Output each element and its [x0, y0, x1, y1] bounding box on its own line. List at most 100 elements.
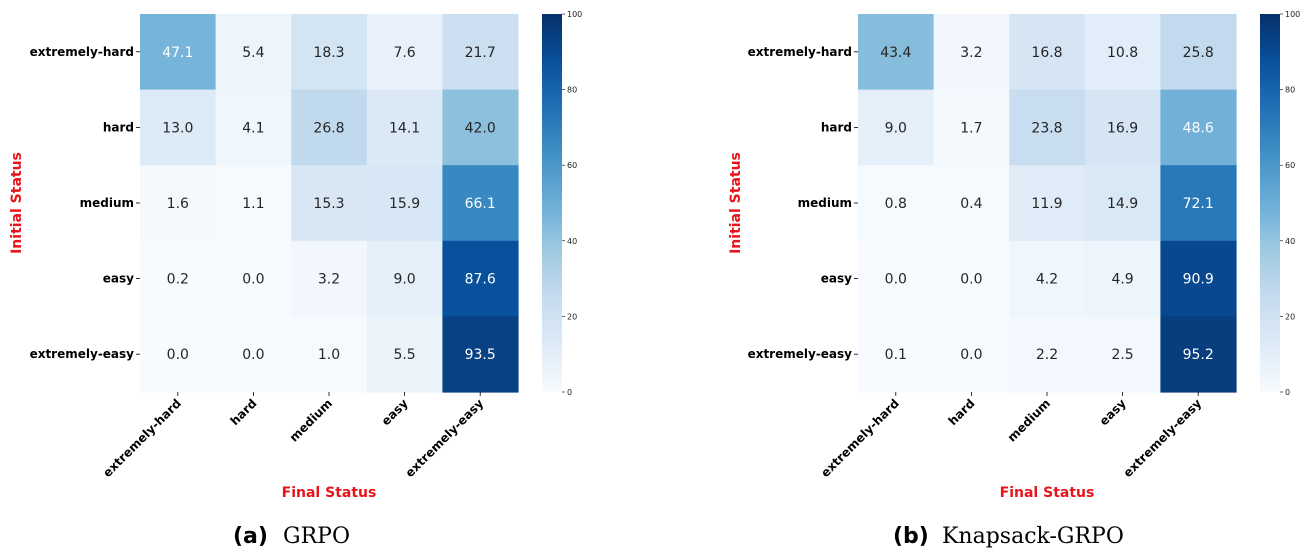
heatmap-cell: [366, 316, 443, 393]
heatmap-cell: [933, 14, 1010, 91]
x-tick-label: hard: [228, 396, 260, 428]
heatmap-cell-label: 0.0: [885, 272, 907, 288]
y-tick-labels-b: extremely-hard hard medium easy extremely-ea…: [748, 45, 858, 361]
heatmap-cell: [140, 89, 217, 166]
heatmap-cell: [1084, 14, 1161, 91]
heatmap-cell: [215, 165, 292, 242]
heatmap-cell: [442, 89, 519, 166]
colorbar-b: 0 20 40 60 80 100: [1260, 10, 1300, 397]
colorbar-tick-label: 40: [1285, 237, 1295, 246]
colorbar-tick-label: 20: [1285, 312, 1295, 321]
heatmap-cell: [933, 316, 1010, 393]
heatmap-cell: [1009, 165, 1086, 242]
heatmap-cell-label: 93.5: [465, 347, 496, 363]
colorbar-gradient-b: [1260, 14, 1280, 392]
heatmap-cell: [442, 316, 519, 393]
heatmap-cell-label: 1.7: [960, 120, 982, 136]
heatmap-cell-label: 95.2: [1183, 347, 1214, 363]
heatmap-cell-label: 4.2: [1036, 272, 1058, 288]
x-tick-label: medium: [1005, 396, 1053, 444]
heatmap-cell-label: 15.3: [313, 196, 344, 212]
heatmap-cell-label: 3.2: [960, 45, 982, 61]
y-tick-label: extremely-hard: [748, 45, 852, 59]
x-tick-labels-b: extremely-hard hard medium easyextremely-ea…: [818, 392, 1204, 480]
heatmap-a: 47.1 5.4 18.3 7.6 21.7 13.0 4.1 26.8 14.1 42.0 1.6…: [140, 14, 519, 393]
heatmap-cell: [215, 316, 292, 393]
heatmap-cell-label: 0.0: [242, 347, 264, 363]
heatmap-cell: [1009, 240, 1086, 317]
heatmap-cell-label: 15.9: [389, 196, 420, 212]
x-tick-label: extremely-easy: [1121, 396, 1205, 480]
heatmap-cell: [858, 14, 935, 91]
x-tick-label: extremely-easy: [403, 396, 487, 480]
heatmap-cell: [215, 14, 292, 91]
heatmap-cell-label: 0.0: [960, 272, 982, 288]
heatmap-cell-label: 10.8: [1107, 45, 1138, 61]
heatmap-cell-label: 1.1: [242, 196, 264, 212]
panel-a: 47.1 5.4 18.3 7.6 21.7 13.0 4.1 26.8 14.1 42.0 1.6…: [9, 10, 582, 549]
heatmap-cell: [442, 240, 519, 317]
colorbar-tick-label: 60: [567, 161, 577, 170]
colorbar-ticks-b: 0 20 40 60 80 100: [1280, 10, 1300, 397]
colorbar-tick-label: 100: [567, 10, 582, 19]
x-axis-label-b: Final Status: [1000, 485, 1095, 501]
heatmap-cell: [442, 165, 519, 242]
heatmap-cell: [215, 89, 292, 166]
heatmap-cell-label: 66.1: [465, 196, 496, 212]
heatmap-cell-label: 1.0: [318, 347, 340, 363]
heatmap-cell: [140, 316, 217, 393]
x-tick-label: medium: [287, 396, 335, 444]
y-tick-label: easy: [821, 272, 852, 286]
heatmap-cell: [1160, 89, 1237, 166]
heatmap-cell: [933, 165, 1010, 242]
heatmap-cell-label: 90.9: [1183, 272, 1214, 288]
colorbar-tick-label: 0: [1285, 388, 1290, 397]
heatmap-cell-label: 43.4: [880, 45, 911, 61]
heatmap-cell-label: 0.2: [167, 272, 189, 288]
heatmap-cell-label: 0.0: [167, 347, 189, 363]
y-tick-label: hard: [821, 120, 852, 134]
heatmap-cell-label: 42.0: [465, 120, 496, 136]
heatmap-cell-label: 14.9: [1107, 196, 1138, 212]
heatmap-cell: [366, 240, 443, 317]
colorbar-tick-label: 0: [567, 388, 572, 397]
heatmap-cell: [366, 89, 443, 166]
heatmap-cell: [1084, 316, 1161, 393]
heatmap-cell-label: 25.8: [1183, 45, 1214, 61]
heatmap-cell-label: 13.0: [162, 120, 193, 136]
colorbar-tick-label: 100: [1285, 10, 1300, 19]
heatmap-cell-label: 7.6: [393, 45, 415, 61]
heatmap-cell-label: 0.0: [242, 272, 264, 288]
heatmap-cell-label: 18.3: [313, 45, 344, 61]
x-tick-labels-a: extremely-hard hard medium easyextremely-ea…: [100, 392, 486, 480]
x-tick-label: easy: [379, 396, 411, 428]
x-tick-label: extremely-hard: [100, 396, 184, 480]
y-tick-label: medium: [798, 196, 852, 210]
heatmap-cell-label: 0.8: [885, 196, 907, 212]
heatmap-cell-label: 2.5: [1111, 347, 1133, 363]
colorbar-ticks-a: 0 20 40 60 80 100: [562, 10, 582, 397]
x-tick-label: extremely-hard: [818, 396, 902, 480]
heatmap-cell-label: 4.9: [1111, 272, 1133, 288]
heatmap-cell-label: 0.0: [960, 347, 982, 363]
heatmap-cell: [1160, 165, 1237, 242]
heatmap-cell-label: 47.1: [162, 45, 193, 61]
heatmap-cell: [140, 165, 217, 242]
heatmap-cell: [1160, 14, 1237, 91]
x-tick-label: easy: [1097, 396, 1129, 428]
heatmap-cell-label: 3.2: [318, 272, 340, 288]
y-axis-label-a: Initial Status: [9, 152, 25, 254]
caption-a: (a) GRPO: [233, 524, 350, 549]
colorbar-tick-label: 40: [567, 237, 577, 246]
colorbar-tick-label: 60: [1285, 161, 1295, 170]
heatmap-cell: [1009, 316, 1086, 393]
heatmap-cell: [858, 165, 935, 242]
heatmap-b: 43.4 3.2 16.8 10.8 25.8 9.0 1.7 23.8 16.9 48.6 0.8…: [858, 14, 1237, 393]
caption-b: (b) Knapsack-GRPO: [893, 524, 1124, 549]
heatmap-cell: [291, 14, 368, 91]
y-tick-label: hard: [103, 120, 134, 134]
y-tick-label: extremely-hard: [30, 45, 134, 59]
heatmap-cell: [215, 240, 292, 317]
y-axis-label-b: Initial Status: [728, 152, 744, 254]
